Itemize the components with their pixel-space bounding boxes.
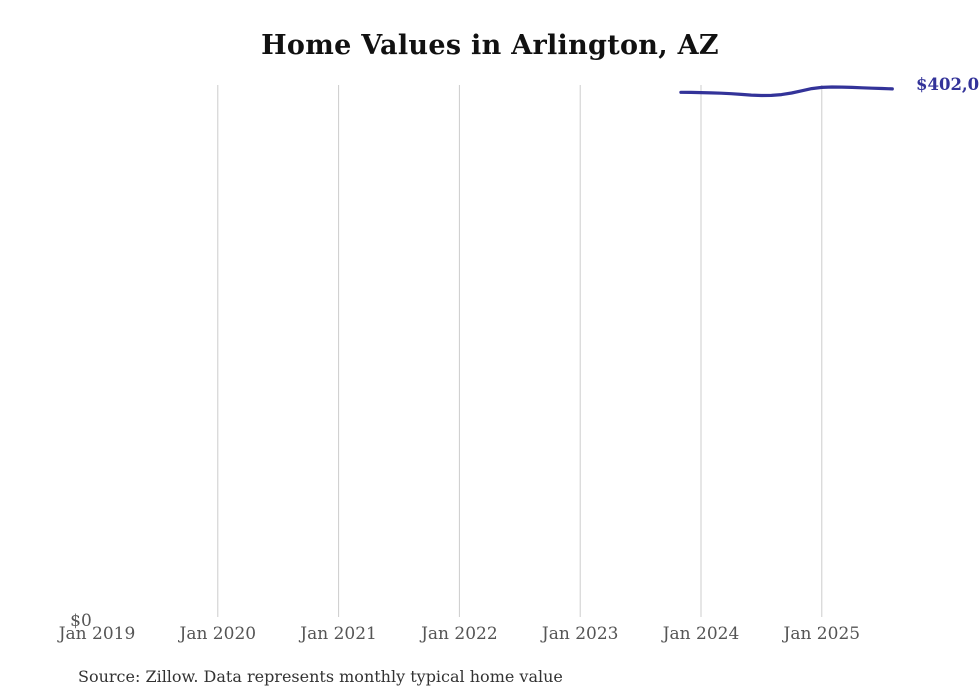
chart-title: Home Values in Arlington, AZ [261,30,719,61]
x-tick-label-2019: Jan 2019 [58,624,136,644]
source-note: Source: Zillow. Data represents monthly … [78,667,563,686]
x-tick-label-2020: Jan 2020 [179,624,257,644]
y-axis-zero-label: $0 [70,611,92,631]
home-value-line [679,85,894,98]
latest-value-label: $402,022 [916,75,980,94]
x-tick-label-2024: Jan 2024 [662,624,740,644]
x-tick-label-2023: Jan 2023 [541,624,619,644]
x-tick-label-2025: Jan 2025 [783,624,861,644]
x-tick-label-2022: Jan 2022 [421,624,498,644]
x-tick-label-2021: Jan 2021 [300,624,377,644]
